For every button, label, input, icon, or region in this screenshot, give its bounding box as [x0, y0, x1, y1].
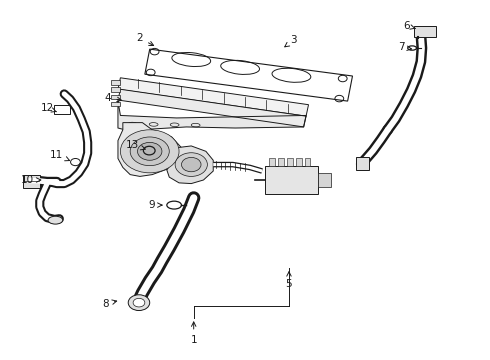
Bar [356, 157, 368, 170]
Bar [278, 158, 284, 166]
Circle shape [130, 137, 169, 166]
Polygon shape [111, 95, 121, 99]
Polygon shape [118, 101, 306, 131]
Polygon shape [23, 175, 40, 188]
Circle shape [175, 153, 207, 176]
Text: 11: 11 [50, 150, 70, 161]
Bar [296, 158, 302, 166]
Bar [270, 158, 275, 166]
Polygon shape [118, 78, 309, 116]
Ellipse shape [48, 216, 63, 224]
Text: 1: 1 [191, 322, 197, 345]
Text: 5: 5 [286, 272, 293, 289]
Bar [414, 26, 436, 37]
Circle shape [128, 295, 150, 311]
Bar [54, 105, 70, 114]
Polygon shape [111, 87, 121, 92]
Polygon shape [111, 102, 121, 106]
Polygon shape [167, 146, 213, 184]
Circle shape [121, 130, 179, 173]
Text: 4: 4 [105, 93, 122, 103]
Circle shape [133, 298, 145, 307]
Text: 13: 13 [126, 140, 146, 150]
Bar [318, 173, 331, 187]
Text: 9: 9 [149, 200, 162, 210]
Text: 2: 2 [137, 33, 154, 45]
Text: 3: 3 [285, 35, 297, 47]
Text: 10: 10 [21, 175, 41, 185]
Circle shape [138, 142, 162, 160]
Bar [305, 158, 311, 166]
Circle shape [181, 157, 201, 172]
Text: 8: 8 [102, 299, 117, 309]
Bar [265, 166, 318, 194]
Text: 7: 7 [398, 42, 412, 52]
Text: 6: 6 [403, 21, 415, 31]
Bar [287, 158, 293, 166]
Polygon shape [111, 80, 121, 85]
Text: 12: 12 [41, 103, 56, 113]
Polygon shape [118, 123, 181, 176]
Polygon shape [118, 89, 306, 127]
